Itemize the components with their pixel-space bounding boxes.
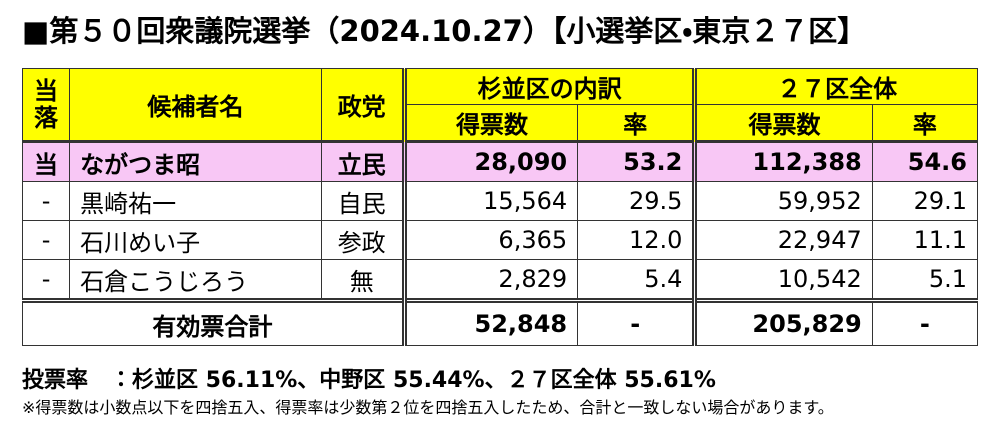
cell: 石川めい子 xyxy=(69,220,322,260)
table-body: 当ながつま昭 立民 28,090 53.2 112,388 54.6- 黒崎祐一 自民 15,5… xyxy=(21,141,979,301)
cell: 石倉こうじろう xyxy=(69,259,322,301)
candidate-row: - 石倉こうじろう無 2,829 5.4 10,542 5.1 xyxy=(21,259,979,301)
cell: 29.1 xyxy=(871,181,979,221)
cell: 黒崎祐一 xyxy=(69,181,322,221)
header-cell: ２７区全体 xyxy=(692,68,978,105)
cell: 5.4 xyxy=(577,259,696,301)
cell: 5.1 xyxy=(871,259,979,301)
cell: 59,952 xyxy=(692,181,873,221)
cell: 6,365 xyxy=(401,220,579,260)
candidate-row: - 黒崎祐一 自民 15,564 29.5 59,952 29.1 xyxy=(21,181,979,221)
cell: 立民 xyxy=(320,141,405,182)
total-cell: 52,848 xyxy=(401,298,579,346)
header-cell: 率 xyxy=(871,104,979,143)
cell: 29.5 xyxy=(577,181,696,221)
cell: 自民 xyxy=(320,181,405,221)
cell: 参政 xyxy=(320,220,405,260)
cell: - xyxy=(21,181,71,221)
cell: 15,564 xyxy=(401,181,579,221)
cell: - xyxy=(21,220,71,260)
turnout: 投票率 ：杉並区 56.11%、中野区 55.44%、２７区全体 55.61% xyxy=(22,368,716,393)
cell: 28,090 xyxy=(401,141,579,182)
cell: - xyxy=(21,259,71,301)
header-row: 得票数 率 得票数 率 xyxy=(23,104,979,143)
total-label: 有効票合計 xyxy=(22,298,405,346)
header-cell: 当落 xyxy=(21,68,71,143)
cell: 112,388 xyxy=(692,141,873,182)
results-table: 当落 候補者名 政党 杉並区の内訳 ２７区全体 得票数 率 得票数 率 当ながつ… xyxy=(21,68,979,346)
candidate-row: 当ながつま昭 立民 28,090 53.2 112,388 54.6 xyxy=(21,141,979,182)
header-cell: 得票数 xyxy=(401,104,579,143)
cell: 2,829 xyxy=(401,259,579,301)
cell: 54.6 xyxy=(871,141,979,182)
header-row: 当落 候補者名 政党 杉並区の内訳 ２７区全体 xyxy=(21,68,978,143)
total-cell: - xyxy=(577,298,696,346)
cell: ながつま昭 xyxy=(69,141,322,182)
header-cell: 政党 xyxy=(320,68,405,143)
title: ■第５０回衆議院選挙（2024.10.27）【小選挙区・東京２７区】 xyxy=(22,14,867,48)
header-cell: 候補者名 xyxy=(69,68,322,143)
header-cell: 率 xyxy=(577,104,696,143)
total-row: 有効票合計 52,848 - 205,829 - xyxy=(22,298,979,346)
header-cell: 杉並区の内訳 xyxy=(401,68,696,105)
header-cell: 得票数 xyxy=(692,104,873,143)
cell: 22,947 xyxy=(692,220,873,260)
cell: 10,542 xyxy=(692,259,873,301)
candidate-row: - 石川めい子 参政 6,365 12.0 22,947 11.1 xyxy=(21,220,979,260)
total-cell: - xyxy=(871,298,979,346)
cell: 12.0 xyxy=(577,220,696,260)
total-cell: 205,829 xyxy=(692,298,873,346)
note: ※得票数は小数点以下を四捨五入、得票率は少数第２位を四捨五入したため、合計と一致… xyxy=(22,398,834,417)
cell: 53.2 xyxy=(577,141,696,182)
cell: 11.1 xyxy=(871,220,979,260)
cell: 無 xyxy=(320,259,405,301)
cell: 当 xyxy=(21,141,71,182)
